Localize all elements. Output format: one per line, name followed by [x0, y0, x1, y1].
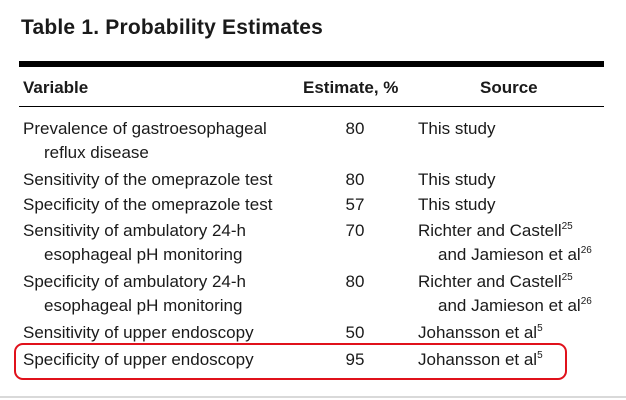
row-4-source: Richter and Castell25: [418, 272, 573, 291]
row-1-source: This study: [418, 170, 496, 189]
row-0-variable-cont: reflux disease: [44, 143, 149, 162]
row-5-variable: Sensitivity of upper endoscopy: [23, 323, 254, 342]
row-4-source-cont: and Jamieson et al26: [438, 296, 592, 315]
row-2-source: This study: [418, 195, 496, 214]
row-1-variable: Sensitivity of the omeprazole test: [23, 170, 273, 189]
table-title: Table 1. Probability Estimates: [21, 16, 324, 39]
row-3-variable: Sensitivity of ambulatory 24-h: [23, 221, 246, 240]
row-0-estimate: 80: [345, 119, 365, 138]
bottom-divider: [0, 396, 626, 398]
row-0-source: This study: [418, 119, 496, 138]
row-6-variable: Specificity of upper endoscopy: [23, 350, 254, 369]
row-4-source-cont-ref: 26: [580, 296, 592, 307]
row-6-source: Johansson et al5: [418, 350, 543, 369]
row-4-variable-cont: esophageal pH monitoring: [44, 296, 243, 315]
header-estimate: Estimate, %: [303, 78, 399, 97]
row-3-variable-cont: esophageal pH monitoring: [44, 245, 243, 264]
header-source: Source: [480, 78, 538, 97]
header-rule: [19, 106, 604, 107]
row-3-estimate: 70: [345, 221, 365, 240]
row-4-source-ref: 25: [561, 272, 573, 283]
row-6-source-ref: 5: [537, 350, 543, 361]
row-6-estimate: 95: [345, 350, 365, 369]
row-3-source-cont-ref: 26: [580, 245, 592, 256]
header-variable: Variable: [23, 78, 89, 97]
row-3-source-cont: and Jamieson et al26: [438, 245, 592, 264]
row-3-source-ref: 25: [561, 221, 573, 232]
table-top-rule: [19, 61, 604, 67]
row-5-estimate: 50: [345, 323, 365, 342]
row-2-variable: Specificity of the omeprazole test: [23, 195, 273, 214]
row-4-variable: Specificity of ambulatory 24-h: [23, 272, 246, 291]
highlight-box: [14, 343, 567, 380]
row-0-variable: Prevalence of gastroesophageal: [23, 119, 267, 138]
row-3-source: Richter and Castell25: [418, 221, 573, 240]
row-5-source: Johansson et al5: [418, 323, 543, 342]
row-1-estimate: 80: [345, 170, 365, 189]
row-4-estimate: 80: [345, 272, 365, 291]
row-5-source-ref: 5: [537, 323, 543, 334]
row-2-estimate: 57: [345, 195, 365, 214]
